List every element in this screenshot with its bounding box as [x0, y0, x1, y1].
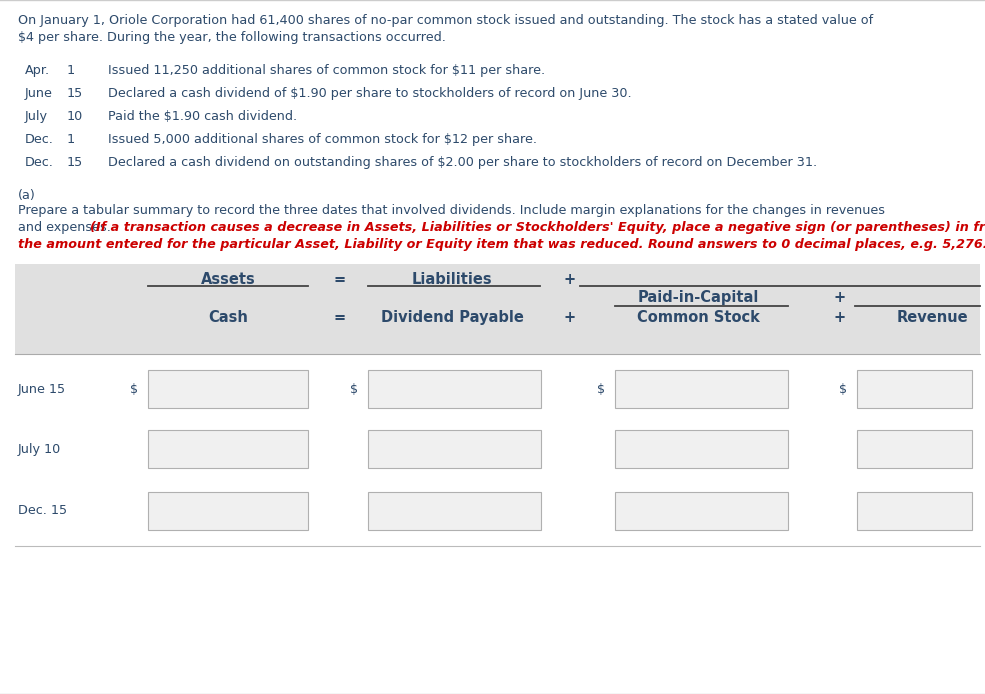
Text: June: June — [25, 87, 53, 100]
FancyBboxPatch shape — [368, 430, 541, 468]
Text: (If a transaction causes a decrease in Assets, Liabilities or Stockholders' Equi: (If a transaction causes a decrease in A… — [90, 221, 985, 234]
FancyBboxPatch shape — [368, 370, 541, 408]
Text: Prepare a tabular summary to record the three dates that involved dividends. Inc: Prepare a tabular summary to record the … — [18, 204, 885, 217]
Text: $: $ — [839, 382, 847, 396]
Text: July: July — [25, 110, 48, 123]
Text: 15: 15 — [67, 87, 84, 100]
FancyBboxPatch shape — [148, 370, 308, 408]
Text: Declared a cash dividend on outstanding shares of $2.00 per share to stockholder: Declared a cash dividend on outstanding … — [108, 156, 818, 169]
Text: +: + — [564, 310, 576, 325]
Text: Liabilities: Liabilities — [412, 272, 492, 287]
Text: Dividend Payable: Dividend Payable — [380, 310, 523, 325]
FancyBboxPatch shape — [148, 430, 308, 468]
Text: Paid the $1.90 cash dividend.: Paid the $1.90 cash dividend. — [108, 110, 297, 123]
Text: and expenses.: and expenses. — [18, 221, 115, 234]
Text: Issued 5,000 additional shares of common stock for $12 per share.: Issued 5,000 additional shares of common… — [108, 133, 537, 146]
Text: +: + — [564, 272, 576, 287]
Text: $: $ — [597, 382, 605, 396]
Text: July 10: July 10 — [18, 443, 61, 455]
Text: Paid-in-Capital: Paid-in-Capital — [637, 290, 758, 305]
Text: $4 per share. During the year, the following transactions occurred.: $4 per share. During the year, the follo… — [18, 31, 446, 44]
Text: Revenue: Revenue — [896, 310, 968, 325]
Text: Assets: Assets — [201, 272, 255, 287]
Text: Cash: Cash — [208, 310, 248, 325]
Text: $: $ — [130, 382, 138, 396]
Text: Declared a cash dividend of $1.90 per share to stockholders of record on June 30: Declared a cash dividend of $1.90 per sh… — [108, 87, 631, 100]
Text: Dec.: Dec. — [25, 133, 54, 146]
Text: 1: 1 — [67, 64, 75, 77]
Text: =: = — [334, 310, 346, 325]
Text: +: + — [834, 310, 846, 325]
Text: June 15: June 15 — [18, 382, 66, 396]
Text: Apr.: Apr. — [25, 64, 50, 77]
Text: Dec. 15: Dec. 15 — [18, 505, 67, 518]
Text: =: = — [334, 272, 346, 287]
FancyBboxPatch shape — [368, 492, 541, 530]
FancyBboxPatch shape — [615, 370, 788, 408]
FancyBboxPatch shape — [615, 430, 788, 468]
Text: the amount entered for the particular Asset, Liability or Equity item that was r: the amount entered for the particular As… — [18, 238, 985, 251]
FancyBboxPatch shape — [857, 492, 972, 530]
FancyBboxPatch shape — [615, 492, 788, 530]
Text: On January 1, Oriole Corporation had 61,400 shares of no-par common stock issued: On January 1, Oriole Corporation had 61,… — [18, 14, 873, 27]
Text: Common Stock: Common Stock — [636, 310, 759, 325]
Text: (a): (a) — [18, 189, 35, 202]
Text: 15: 15 — [67, 156, 84, 169]
Text: $: $ — [350, 382, 358, 396]
Text: Dec.: Dec. — [25, 156, 54, 169]
Text: +: + — [834, 290, 846, 305]
FancyBboxPatch shape — [15, 264, 980, 354]
FancyBboxPatch shape — [857, 430, 972, 468]
Text: 10: 10 — [67, 110, 84, 123]
FancyBboxPatch shape — [857, 370, 972, 408]
Text: 1: 1 — [67, 133, 75, 146]
FancyBboxPatch shape — [148, 492, 308, 530]
Text: Issued 11,250 additional shares of common stock for $11 per share.: Issued 11,250 additional shares of commo… — [108, 64, 545, 77]
